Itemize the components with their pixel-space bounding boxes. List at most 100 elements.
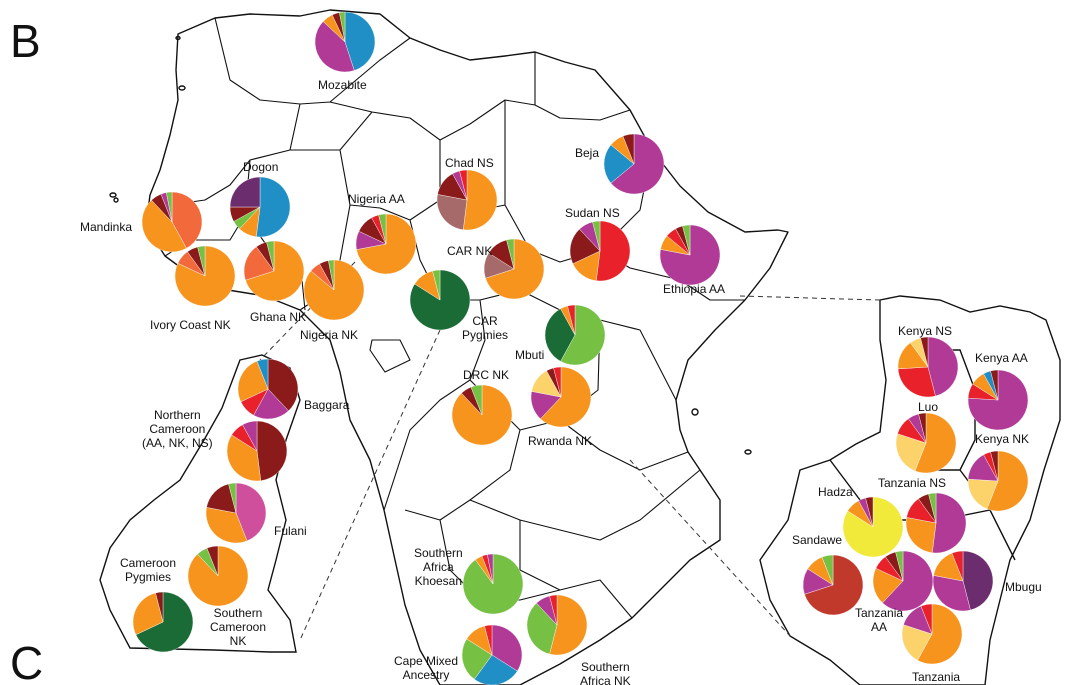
label-nigeria-nk: Nigeria NK — [300, 328, 359, 342]
pie-slice-campyg-orange — [132, 592, 164, 636]
pie-slice-dogon-blue — [256, 176, 291, 238]
label-drc-nk: DRC NK — [463, 368, 510, 382]
pie-slice-fulani-green_light — [228, 482, 237, 514]
pie-slice-fulani-orange — [205, 507, 248, 544]
label-mozabite: Mozabite — [318, 78, 367, 92]
pie-slice-ethiopia-green_light — [682, 224, 691, 256]
pie-slice-mbuti-green_light — [560, 304, 606, 366]
pie-slice-tanzanians-magenta — [932, 492, 967, 554]
pie-slice-ncam-orange — [226, 434, 261, 482]
label-beja: Beja — [575, 146, 600, 160]
pie-mozabite — [314, 11, 376, 73]
label-tanzania-aa: Tanzania AA — [855, 606, 904, 634]
pie-slice-campyg-darkred — [155, 591, 164, 623]
pie-drc — [451, 384, 513, 446]
pie-slice-ncam-magenta — [242, 420, 258, 452]
pie-carpyg — [409, 269, 471, 331]
pie-slice-luo-lightorange — [895, 433, 927, 472]
pie-slice-tanzania-orange — [917, 603, 963, 665]
pie-nigeriaaa — [355, 213, 417, 275]
pie-slice-drc-green_light — [470, 384, 483, 416]
pie-slice-mozabite-magenta — [314, 21, 355, 73]
pie-nigerianak — [303, 259, 365, 321]
pie-slice-luo-orange — [914, 412, 957, 474]
pie-slice-ivorycoast-orange — [174, 245, 236, 307]
pie-slice-tanzania-red — [920, 603, 933, 635]
pie-baggara — [237, 358, 299, 420]
pie-slice-tanzaniaaa-magenta — [882, 550, 934, 612]
pie-capemixed — [461, 624, 523, 685]
pie-slice-mandinka-orange — [141, 199, 187, 253]
label-luo: Luo — [918, 400, 939, 414]
pie-kenyans — [897, 336, 959, 398]
admixture-pies — [132, 11, 1029, 685]
label-kenya-nk: Kenya NK — [975, 432, 1030, 446]
pie-slice-hadza-darkred — [865, 496, 874, 528]
pie-slice-beja-blue — [603, 144, 635, 184]
pie-slice-mozabite-blue — [344, 11, 376, 71]
pie-slice-mbugu-red — [951, 550, 964, 582]
pie-slice-luo-darkred — [918, 412, 927, 444]
pie-slice-chad-orange — [463, 169, 498, 231]
pie-tanzania — [901, 603, 963, 665]
pie-slice-sandawe-green_light — [821, 554, 834, 586]
pie-luo — [895, 412, 957, 474]
pie-slice-dogon-purple — [229, 176, 261, 208]
island — [113, 197, 119, 203]
island — [178, 85, 186, 91]
pie-slice-kenyank-darkred — [990, 450, 999, 482]
pie-slice-capemixed-blue — [474, 654, 518, 685]
island — [175, 35, 181, 41]
pie-slice-sudan-green_light — [592, 220, 601, 252]
pie-slice-baggara-blue — [256, 358, 269, 390]
pie-slice-carnk-orange — [485, 238, 545, 300]
label-cape-mixed-ancestry: Cape Mixed Ancestry — [394, 654, 459, 682]
pie-slice-beja-magenta — [610, 133, 665, 195]
pie-dogon — [229, 176, 291, 238]
pie-slice-kenyans-magenta — [927, 336, 959, 397]
label-cameroon-pygmies: Cameroon Pygmies — [120, 556, 177, 584]
pie-sandawe — [802, 554, 864, 616]
pie-kenyaaa — [967, 369, 1029, 431]
pie-carnk — [483, 238, 545, 300]
pie-kenyank — [967, 450, 1029, 512]
label-ghana-nk: Ghana NK — [250, 310, 307, 324]
pie-slice-mozabite-green_light — [339, 11, 346, 43]
pie-slice-sudan-darkred — [569, 228, 601, 265]
label-chad-ns: Chad NS — [445, 156, 494, 170]
pie-slice-kenyank-orange — [986, 450, 1029, 512]
label-sandawe: Sandawe — [792, 533, 843, 547]
label-tanzania-ns: Tanzania NS — [878, 476, 947, 490]
pie-beja — [603, 133, 665, 195]
pie-slice-kenyank-lightorange — [967, 478, 999, 510]
pie-ethiopia — [659, 224, 721, 286]
island — [691, 408, 699, 416]
pie-slice-capemixed-red — [484, 624, 493, 656]
label-sudan-ns: Sudan NS — [565, 206, 620, 220]
pie-ivorycoast — [174, 245, 236, 307]
pie-slice-ivorycoast-green_light — [197, 245, 206, 277]
panel-letter-c: C — [10, 637, 44, 685]
pie-slice-mbugu-magenta — [932, 575, 971, 612]
pie-ghana — [243, 240, 305, 302]
pie-slice-carpyg-green_light — [432, 269, 441, 301]
label-southern-cameroon-nk: Southern Cameroon NK — [210, 606, 267, 648]
pie-slice-chad-mauve — [436, 194, 468, 230]
pie-slice-nigeriaaa-green_light — [378, 213, 387, 245]
pie-slice-baggara-magenta — [253, 388, 289, 420]
label-kenya-aa: Kenya AA — [975, 351, 1028, 365]
pie-slice-kenyaaa-darkred — [990, 369, 999, 401]
pie-slice-ghana-orange — [245, 240, 305, 302]
pie-campyg — [132, 591, 194, 653]
pie-slice-safnk-red — [549, 594, 558, 626]
pie-khoesan — [462, 553, 524, 615]
pie-slice-kenyans-darkred — [920, 336, 929, 368]
label-ethiopia-aa: Ethiopia AA — [663, 282, 726, 296]
pie-slice-mbugu-purple — [962, 550, 994, 611]
pie-slice-kenyans-red — [897, 366, 936, 398]
label-southern-africa-khoesan: Southern Africa Khoesan — [414, 546, 463, 588]
pie-hadza — [842, 496, 904, 558]
pie-tanzanians — [905, 492, 967, 554]
pie-fulani — [205, 482, 267, 544]
